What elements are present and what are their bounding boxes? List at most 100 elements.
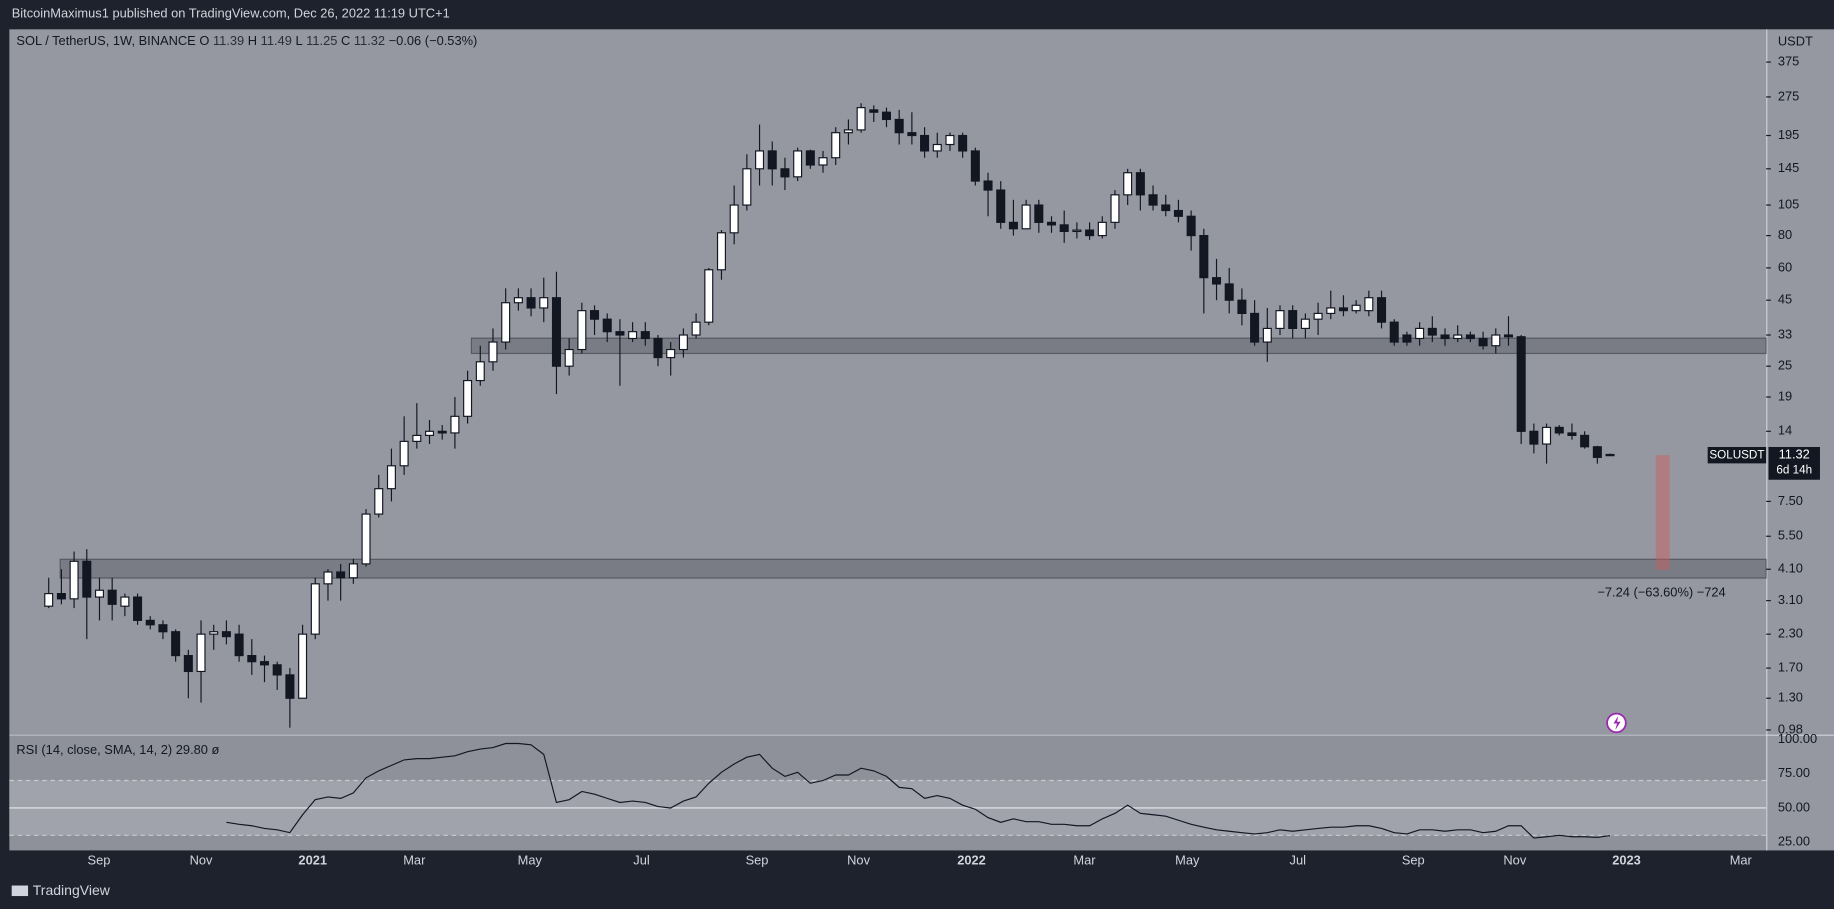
candle-body (856, 107, 866, 131)
candle-body (69, 560, 79, 600)
candle-body (94, 589, 105, 598)
candle-body (1224, 283, 1234, 301)
candle-body (145, 619, 155, 626)
y-tick-label: 3.10 (1778, 592, 1803, 607)
y-tick-label: 195 (1778, 127, 1799, 142)
candle-body (450, 415, 460, 434)
logo-mark (11, 885, 29, 897)
candle-body (1440, 334, 1450, 340)
candle-body (133, 596, 143, 621)
candle-body (285, 674, 295, 699)
candle-body (336, 571, 346, 579)
candle-body (1123, 172, 1133, 196)
logo[interactable]: TradingView (11, 882, 111, 898)
candle-body (742, 168, 752, 206)
candle-body (551, 297, 561, 367)
candle-body (755, 150, 765, 170)
candle-body (1288, 310, 1298, 330)
candle-body (107, 589, 117, 605)
candle-body (704, 269, 714, 323)
candle-body (513, 297, 523, 304)
candle-body (323, 571, 333, 585)
candle-body (386, 465, 396, 490)
ohlc-key: L (295, 34, 302, 49)
candle-body (729, 204, 739, 234)
candle-body (1072, 229, 1082, 233)
candle-body (881, 111, 892, 121)
y-tick-label: 60 (1778, 259, 1792, 274)
candle-body (209, 631, 219, 635)
candle-body (82, 560, 92, 598)
rsi-source-icon: ø (212, 742, 220, 757)
candle-body (843, 129, 853, 134)
candle-body (653, 337, 663, 359)
x-tick-label: 2021 (298, 852, 327, 867)
price-pane (9, 29, 1767, 735)
candle-body (920, 134, 930, 152)
candle-body (120, 596, 130, 607)
candle-body (1415, 327, 1425, 340)
candle-body (1186, 215, 1196, 237)
rsi-legend: RSI (14, close, SMA, 14, 2) 29.80 ø (16, 742, 219, 757)
measure-range (1655, 455, 1670, 570)
y-tick-label: 1.30 (1778, 690, 1803, 705)
y-tick-label: 5.50 (1778, 528, 1803, 543)
x-tick-label: Nov (1503, 852, 1526, 867)
candle-body (945, 134, 955, 146)
candle-body (1503, 334, 1513, 338)
candle-body (983, 180, 993, 191)
candle-body (1212, 277, 1222, 285)
candle-body (1021, 204, 1031, 230)
candle-body (1491, 334, 1501, 347)
y-tick-label: 275 (1778, 88, 1799, 103)
x-tick-label: May (1175, 852, 1200, 867)
candle-body (374, 488, 384, 515)
x-tick-label: Jul (633, 852, 649, 867)
rsi-tick-label: 50.00 (1778, 799, 1810, 814)
candle-body (221, 631, 231, 638)
candle-body (1034, 204, 1044, 223)
candle-body (1097, 221, 1107, 237)
candle-body (793, 150, 803, 178)
rsi-title: RSI (14, close, SMA, 14, 2) (16, 742, 172, 757)
y-tick-label: 19 (1778, 388, 1792, 403)
candle-body (640, 331, 650, 340)
candle-body (1351, 304, 1361, 312)
candle-body (501, 302, 511, 343)
candle-body (666, 348, 676, 359)
support-zone (59, 558, 1767, 579)
candle-body (1300, 318, 1310, 330)
candle-body (805, 150, 815, 166)
candle-body (818, 157, 828, 166)
y-tick-label: 0.98 (1778, 721, 1803, 736)
candle-body (716, 232, 726, 271)
x-tick-label: 2023 (1612, 852, 1641, 867)
candle-body (1250, 312, 1260, 343)
x-tick-label: 2022 (957, 852, 986, 867)
publisher: BitcoinMaximus1 published on TradingView… (12, 6, 450, 21)
x-tick-label: Mar (403, 852, 426, 867)
ohlc-value: 11.39 (213, 34, 244, 49)
rsi-tick-label: 100.00 (1778, 731, 1817, 746)
candle-body (272, 664, 282, 676)
candle-body (907, 132, 917, 137)
y-tick-label: 14 (1778, 423, 1792, 438)
candle-body (1580, 434, 1590, 448)
y-tick-label: 4.10 (1778, 561, 1803, 576)
symbol-label: SOLUSDT (1709, 448, 1764, 461)
candle-body (1567, 432, 1577, 436)
candle-body (1199, 234, 1209, 279)
candle-body (1364, 297, 1374, 312)
candle-body (399, 440, 409, 467)
candle-body (44, 593, 54, 607)
x-tick-label: Jul (1290, 852, 1306, 867)
candle-body (1542, 426, 1552, 445)
y-tick-label: 33 (1778, 326, 1792, 341)
symbol-title: SOL / TetherUS, 1W, BINANCE (16, 34, 196, 49)
alert-bolt (1613, 715, 1621, 730)
x-tick-label: Sep (1402, 852, 1425, 867)
candle-body (970, 150, 980, 182)
candle-body (996, 189, 1006, 223)
candle-body (831, 132, 841, 159)
candle-body (526, 297, 536, 309)
